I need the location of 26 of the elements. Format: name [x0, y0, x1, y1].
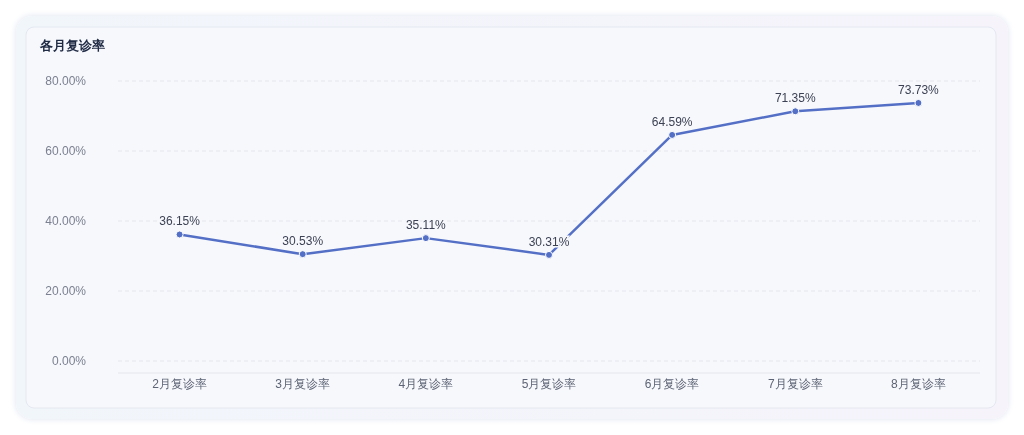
y-tick-label: 40.00% [45, 214, 87, 228]
point [791, 107, 800, 116]
point [914, 98, 923, 107]
data-label: 71.35% [774, 91, 816, 106]
x-tick-label: 4月复诊率 [398, 377, 454, 391]
data-label: 64.59% [651, 114, 693, 129]
y-tick-label: 80.00% [45, 74, 87, 88]
y-tick-label: 20.00% [45, 284, 87, 298]
point [668, 130, 677, 139]
x-tick-label: 5月复诊率 [521, 377, 577, 391]
data-label: 35.11% [405, 218, 447, 233]
data-label: 30.53% [282, 234, 324, 249]
x-tick-label: 3月复诊率 [275, 377, 331, 391]
data-label: 73.73% [898, 82, 940, 97]
x-tick-label: 7月复诊率 [767, 377, 823, 391]
y-tick-label: 60.00% [45, 144, 87, 158]
x-tick-label: 6月复诊率 [644, 377, 700, 391]
point [298, 250, 307, 259]
x-tick-label: 8月复诊率 [891, 377, 946, 391]
point [175, 230, 184, 239]
point [421, 234, 430, 243]
y-tick-label: 0.00% [51, 354, 87, 368]
chart-title: 各月复诊率 [39, 38, 105, 53]
data-label: 36.15% [159, 214, 201, 229]
point [545, 250, 553, 259]
x-tick-label: 2月复诊率 [152, 377, 207, 391]
